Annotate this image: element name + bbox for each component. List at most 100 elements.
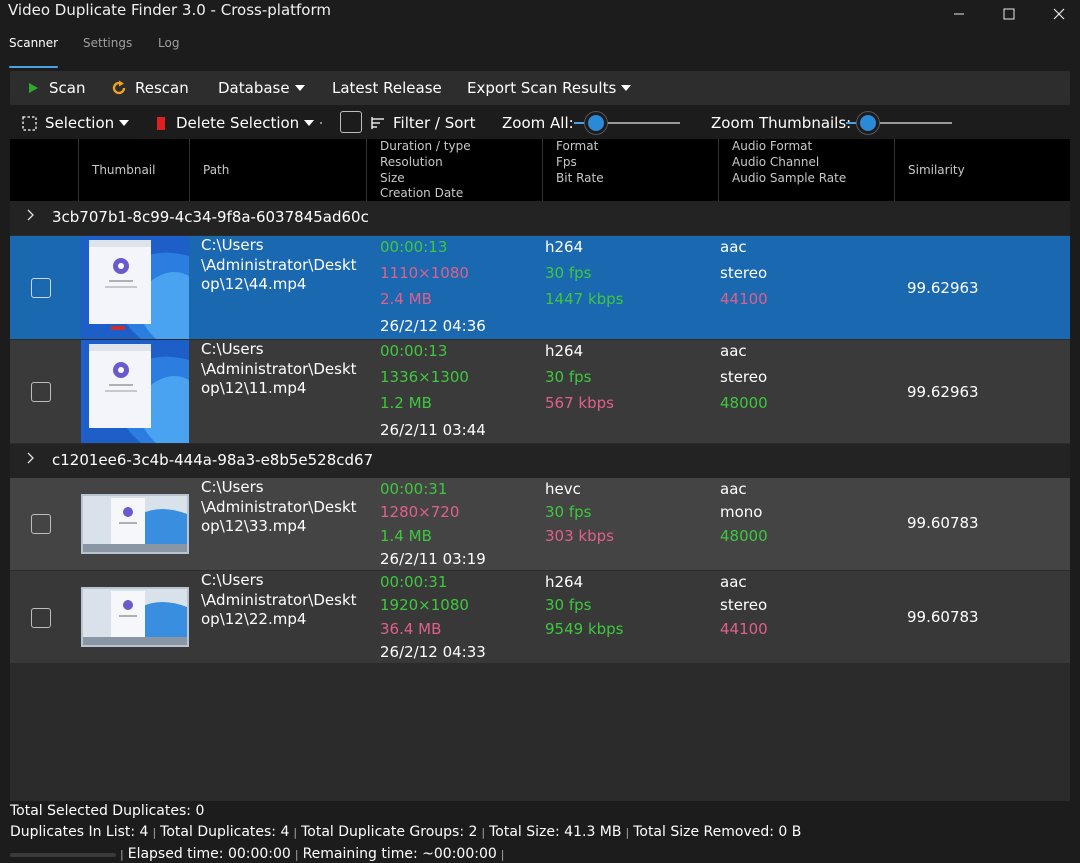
total-groups: Total Duplicate Groups: 2	[301, 824, 478, 840]
scan-button[interactable]: Scan	[27, 71, 85, 105]
close-button[interactable]	[1036, 0, 1080, 28]
minimize-button[interactable]	[936, 0, 982, 28]
format-value: h264	[545, 573, 584, 591]
export-menu[interactable]: Export Scan Results	[467, 71, 632, 105]
latest-release-button[interactable]: Latest Release	[332, 71, 442, 105]
active-tab-indicator	[9, 66, 58, 68]
scan-progress-bar	[10, 853, 116, 857]
scan-label: Scan	[49, 79, 86, 97]
file-path-line: op\12\11.mp4	[201, 379, 307, 397]
totals-status-line: Duplicates In List: 4 | Total Duplicates: …	[10, 824, 801, 840]
video-thumbnail	[81, 494, 189, 554]
table-row[interactable]: C:\Users \Administrator\Deskt op\12\22.m…	[10, 571, 1070, 663]
remaining-time: Remaining time: ~00:00:00	[302, 846, 497, 862]
database-label: Database	[218, 79, 290, 97]
creation-date-value: 26/2/11 03:44	[380, 421, 486, 439]
maximize-button[interactable]	[986, 0, 1032, 28]
rescan-button[interactable]: Rescan	[111, 71, 189, 105]
resolution-value: 1280×720	[380, 503, 460, 521]
creation-date-value: 26/2/11 03:19	[380, 550, 486, 568]
file-path-line: \Administrator\Deskt	[201, 497, 357, 516]
status-separator: |	[625, 826, 630, 839]
creation-date-value: 26/2/12 04:36	[380, 317, 486, 335]
group-header[interactable]: 3cb707b1-8c99-4c34-9f8a-6037845ad60c	[10, 201, 1070, 235]
header-thumbnail-label: Thumbnail	[92, 163, 156, 177]
header-duration-labels: Duration / type Resolution Size Creation…	[380, 139, 471, 202]
resolution-value: 1920×1080	[380, 596, 469, 614]
table-row[interactable]: C:\Users \Administrator\Deskt op\12\11.m…	[10, 340, 1070, 443]
bitrate-value: 1447 kbps	[545, 290, 624, 308]
sample-rate-value: 44100	[720, 290, 768, 308]
audio-format-value: aac	[720, 573, 747, 591]
chevron-down-icon	[119, 120, 130, 126]
header-thumbnail[interactable]: Thumbnail	[78, 139, 189, 201]
chevron-down-icon	[621, 85, 632, 91]
header-path[interactable]: Path	[189, 139, 366, 201]
zoom-thumbnails-thumb[interactable]	[857, 112, 879, 134]
chevron-right-icon[interactable]	[27, 452, 35, 468]
similarity-value: 99.60783	[907, 514, 979, 532]
close-icon	[1053, 8, 1065, 20]
row-checkbox[interactable]	[31, 514, 51, 534]
filter-sort-button[interactable]: Filter / Sort	[371, 108, 476, 138]
duration-value: 00:00:13	[380, 342, 448, 360]
delete-selection-menu[interactable]: Delete Selection	[156, 108, 315, 138]
zoom-thumbnails-label: Zoom Thumbnails:	[711, 114, 852, 132]
header-similarity[interactable]: Similarity	[894, 139, 1070, 201]
tab-strip: Scanner Settings Log	[0, 28, 1080, 68]
header-format-labels: Format Fps Bit Rate	[556, 139, 604, 186]
header-format-label: Format	[556, 139, 599, 153]
file-path-line: op\12\33.mp4	[201, 517, 307, 535]
header-audio-channel: Audio Channel	[732, 154, 820, 169]
chevron-down-icon	[304, 120, 315, 126]
table-row[interactable]: C:\Users \Administrator\Deskt op\12\33.m…	[10, 478, 1070, 570]
header-audio-labels: Audio Format Audio Channel Audio Sample …	[732, 139, 846, 186]
size-value: 36.4 MB	[380, 620, 442, 638]
zoom-all-slider[interactable]	[574, 112, 680, 134]
header-audio-sample-rate: Audio Sample Rate	[732, 170, 847, 185]
row-checkbox[interactable]	[31, 278, 51, 298]
fps-value: 30 fps	[545, 596, 592, 614]
size-value: 2.4 MB	[380, 290, 432, 308]
zoom-all-thumb[interactable]	[585, 112, 607, 134]
audio-format-value: aac	[720, 342, 747, 360]
header-checkbox-column	[10, 139, 78, 201]
header-size: Size	[380, 170, 405, 185]
tab-settings[interactable]: Settings	[83, 36, 133, 50]
chevron-right-icon[interactable]	[27, 209, 35, 225]
header-format[interactable]: Format Fps Bit Rate	[542, 139, 718, 201]
export-label: Export Scan Results	[467, 79, 617, 97]
status-separator: |	[481, 826, 486, 839]
rescan-label: Rescan	[135, 79, 189, 97]
file-path-line: C:\Users	[201, 340, 264, 358]
header-audio[interactable]: Audio Format Audio Channel Audio Sample …	[718, 139, 894, 201]
fps-value: 30 fps	[545, 368, 592, 386]
tab-log[interactable]: Log	[158, 36, 180, 50]
similarity-value: 99.62963	[907, 383, 979, 401]
tab-scanner[interactable]: Scanner	[9, 36, 59, 50]
database-menu[interactable]: Database	[218, 71, 305, 105]
header-duration[interactable]: Duration / type Resolution Size Creation…	[366, 139, 542, 201]
filter-checkbox[interactable]	[340, 111, 362, 133]
selection-menu[interactable]: Selection	[22, 108, 130, 138]
time-status-line: | Elapsed time: 00:00:00 | Remaining time: …	[116, 846, 508, 862]
group-id: c1201ee6-3c4b-444a-98a3-e8b5e528cd67	[52, 451, 374, 469]
audio-format-value: aac	[720, 480, 747, 498]
row-checkbox[interactable]	[31, 608, 51, 628]
header-creation-date: Creation Date	[380, 186, 464, 201]
filter-sort-label: Filter / Sort	[393, 114, 476, 132]
status-separator: |	[152, 826, 157, 839]
play-icon	[29, 83, 38, 93]
maximize-icon	[1003, 8, 1015, 20]
chevron-down-icon	[294, 85, 305, 91]
sample-rate-value: 48000	[720, 394, 768, 412]
audio-format-value: aac	[720, 238, 747, 256]
group-header[interactable]: c1201ee6-3c4b-444a-98a3-e8b5e528cd67	[10, 444, 1070, 478]
results-grid: 3cb707b1-8c99-4c34-9f8a-6037845ad60c C:\…	[10, 201, 1070, 801]
similarity-value: 99.62963	[907, 279, 979, 297]
file-path-line: C:\Users	[201, 478, 264, 496]
zoom-thumbnails-slider[interactable]	[846, 112, 952, 134]
row-checkbox[interactable]	[31, 382, 51, 402]
table-row[interactable]: C:\Users \Administrator\Deskt op\12\44.m…	[10, 236, 1070, 339]
duration-value: 00:00:31	[380, 480, 448, 498]
